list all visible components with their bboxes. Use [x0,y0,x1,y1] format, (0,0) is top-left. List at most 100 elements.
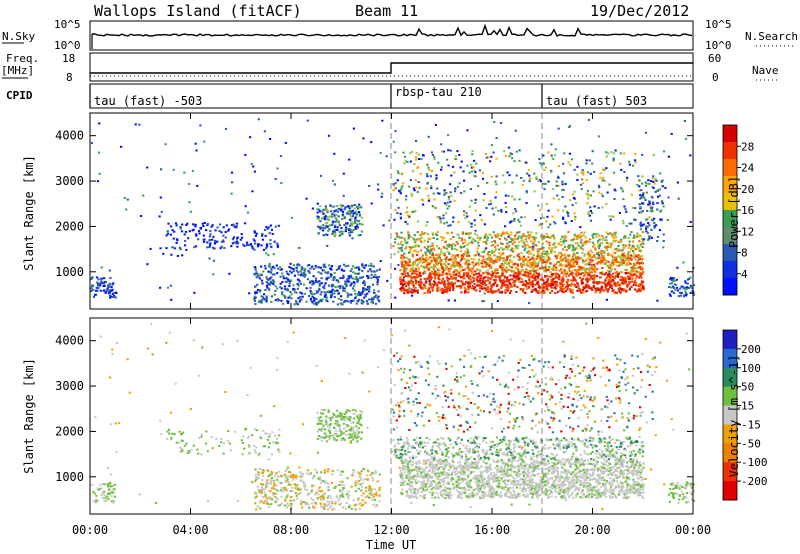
range-cell [648,235,652,238]
range-cell [209,233,212,236]
range-cell [639,272,642,275]
range-cell [451,245,454,248]
range-cell [548,246,551,249]
range-cell [361,269,364,272]
range-cell [534,275,537,278]
range-cell [346,223,349,226]
range-cell [592,190,595,193]
range-cell [521,239,524,242]
range-cell [582,171,585,174]
range-cell [484,288,487,291]
range-cell [589,219,593,222]
range-cell [584,259,587,262]
range-cell [335,205,338,207]
range-cell [92,490,95,493]
range-cell [226,439,230,442]
range-cell [550,273,553,276]
range-cell [542,289,545,292]
range-cell [599,259,603,262]
range-cell [692,293,696,296]
range-cell [532,273,536,276]
range-cell [484,261,487,264]
range-cell [585,285,588,288]
range-cell [343,287,346,290]
range-cell [315,279,318,282]
range-cell [350,485,353,488]
range-cell [181,223,184,226]
range-cell [243,244,246,247]
range-cell [338,234,342,237]
range-cell [516,237,519,240]
range-cell [521,183,524,186]
range-cell [335,213,338,216]
range-cell [212,259,216,262]
range-cell [333,226,336,229]
range-cell [555,262,559,265]
range-cell [667,493,671,496]
range-cell [648,182,651,185]
range-cell [427,268,430,271]
range-cell [286,341,289,344]
range-cell [270,245,273,248]
range-cell [450,174,453,177]
range-cell [464,217,467,219]
range-cell [422,258,425,260]
range-cell [272,479,275,482]
range-cell [633,268,636,271]
range-cell [252,238,255,241]
range-cell [113,488,116,491]
range-cell [330,481,334,484]
range-cell [242,243,245,246]
range-cell [513,279,516,282]
range-cell [472,287,475,290]
range-cell [644,181,648,184]
range-cell [254,268,257,271]
range-cell [361,291,364,293]
range-cell [397,243,400,246]
range-cell [180,450,183,453]
range-cell [473,254,476,257]
range-cell [598,243,601,246]
range-cell [503,150,506,153]
range-cell [448,328,451,331]
range-cell [198,436,201,439]
range-cell [673,280,676,282]
range-cell [432,247,435,250]
range-cell [466,164,469,167]
range-cell [328,215,331,218]
range-cell [277,299,280,302]
range-cell [676,487,680,490]
range-cell [547,209,550,212]
range-cell [509,152,512,155]
range-cell [630,258,633,261]
range-cell [278,481,281,484]
range-cell [330,505,333,508]
range-cell [569,199,572,202]
range-cell [419,278,422,281]
range-cell [614,149,617,152]
range-cell [109,376,112,379]
range-cell [469,275,472,278]
range-cell [567,231,570,234]
range-cell [392,245,395,248]
range-cell [610,268,613,271]
range-cell [188,201,191,204]
range-cell [346,222,349,225]
range-cell [416,276,419,279]
nsky-trace [92,23,693,37]
range-cell [591,268,594,271]
range-cell [486,288,489,291]
range-cell [286,478,289,481]
range-cell [473,159,476,162]
range-cell [371,283,375,286]
range-cell [422,254,425,257]
range-cell [622,282,625,285]
range-cell [373,291,376,294]
range-cell [440,274,443,277]
range-cell [366,427,369,429]
range-cell [415,270,418,273]
range-cell [532,375,535,378]
range-cell [435,274,438,277]
range-cell [159,286,162,289]
range-cell [620,263,623,266]
